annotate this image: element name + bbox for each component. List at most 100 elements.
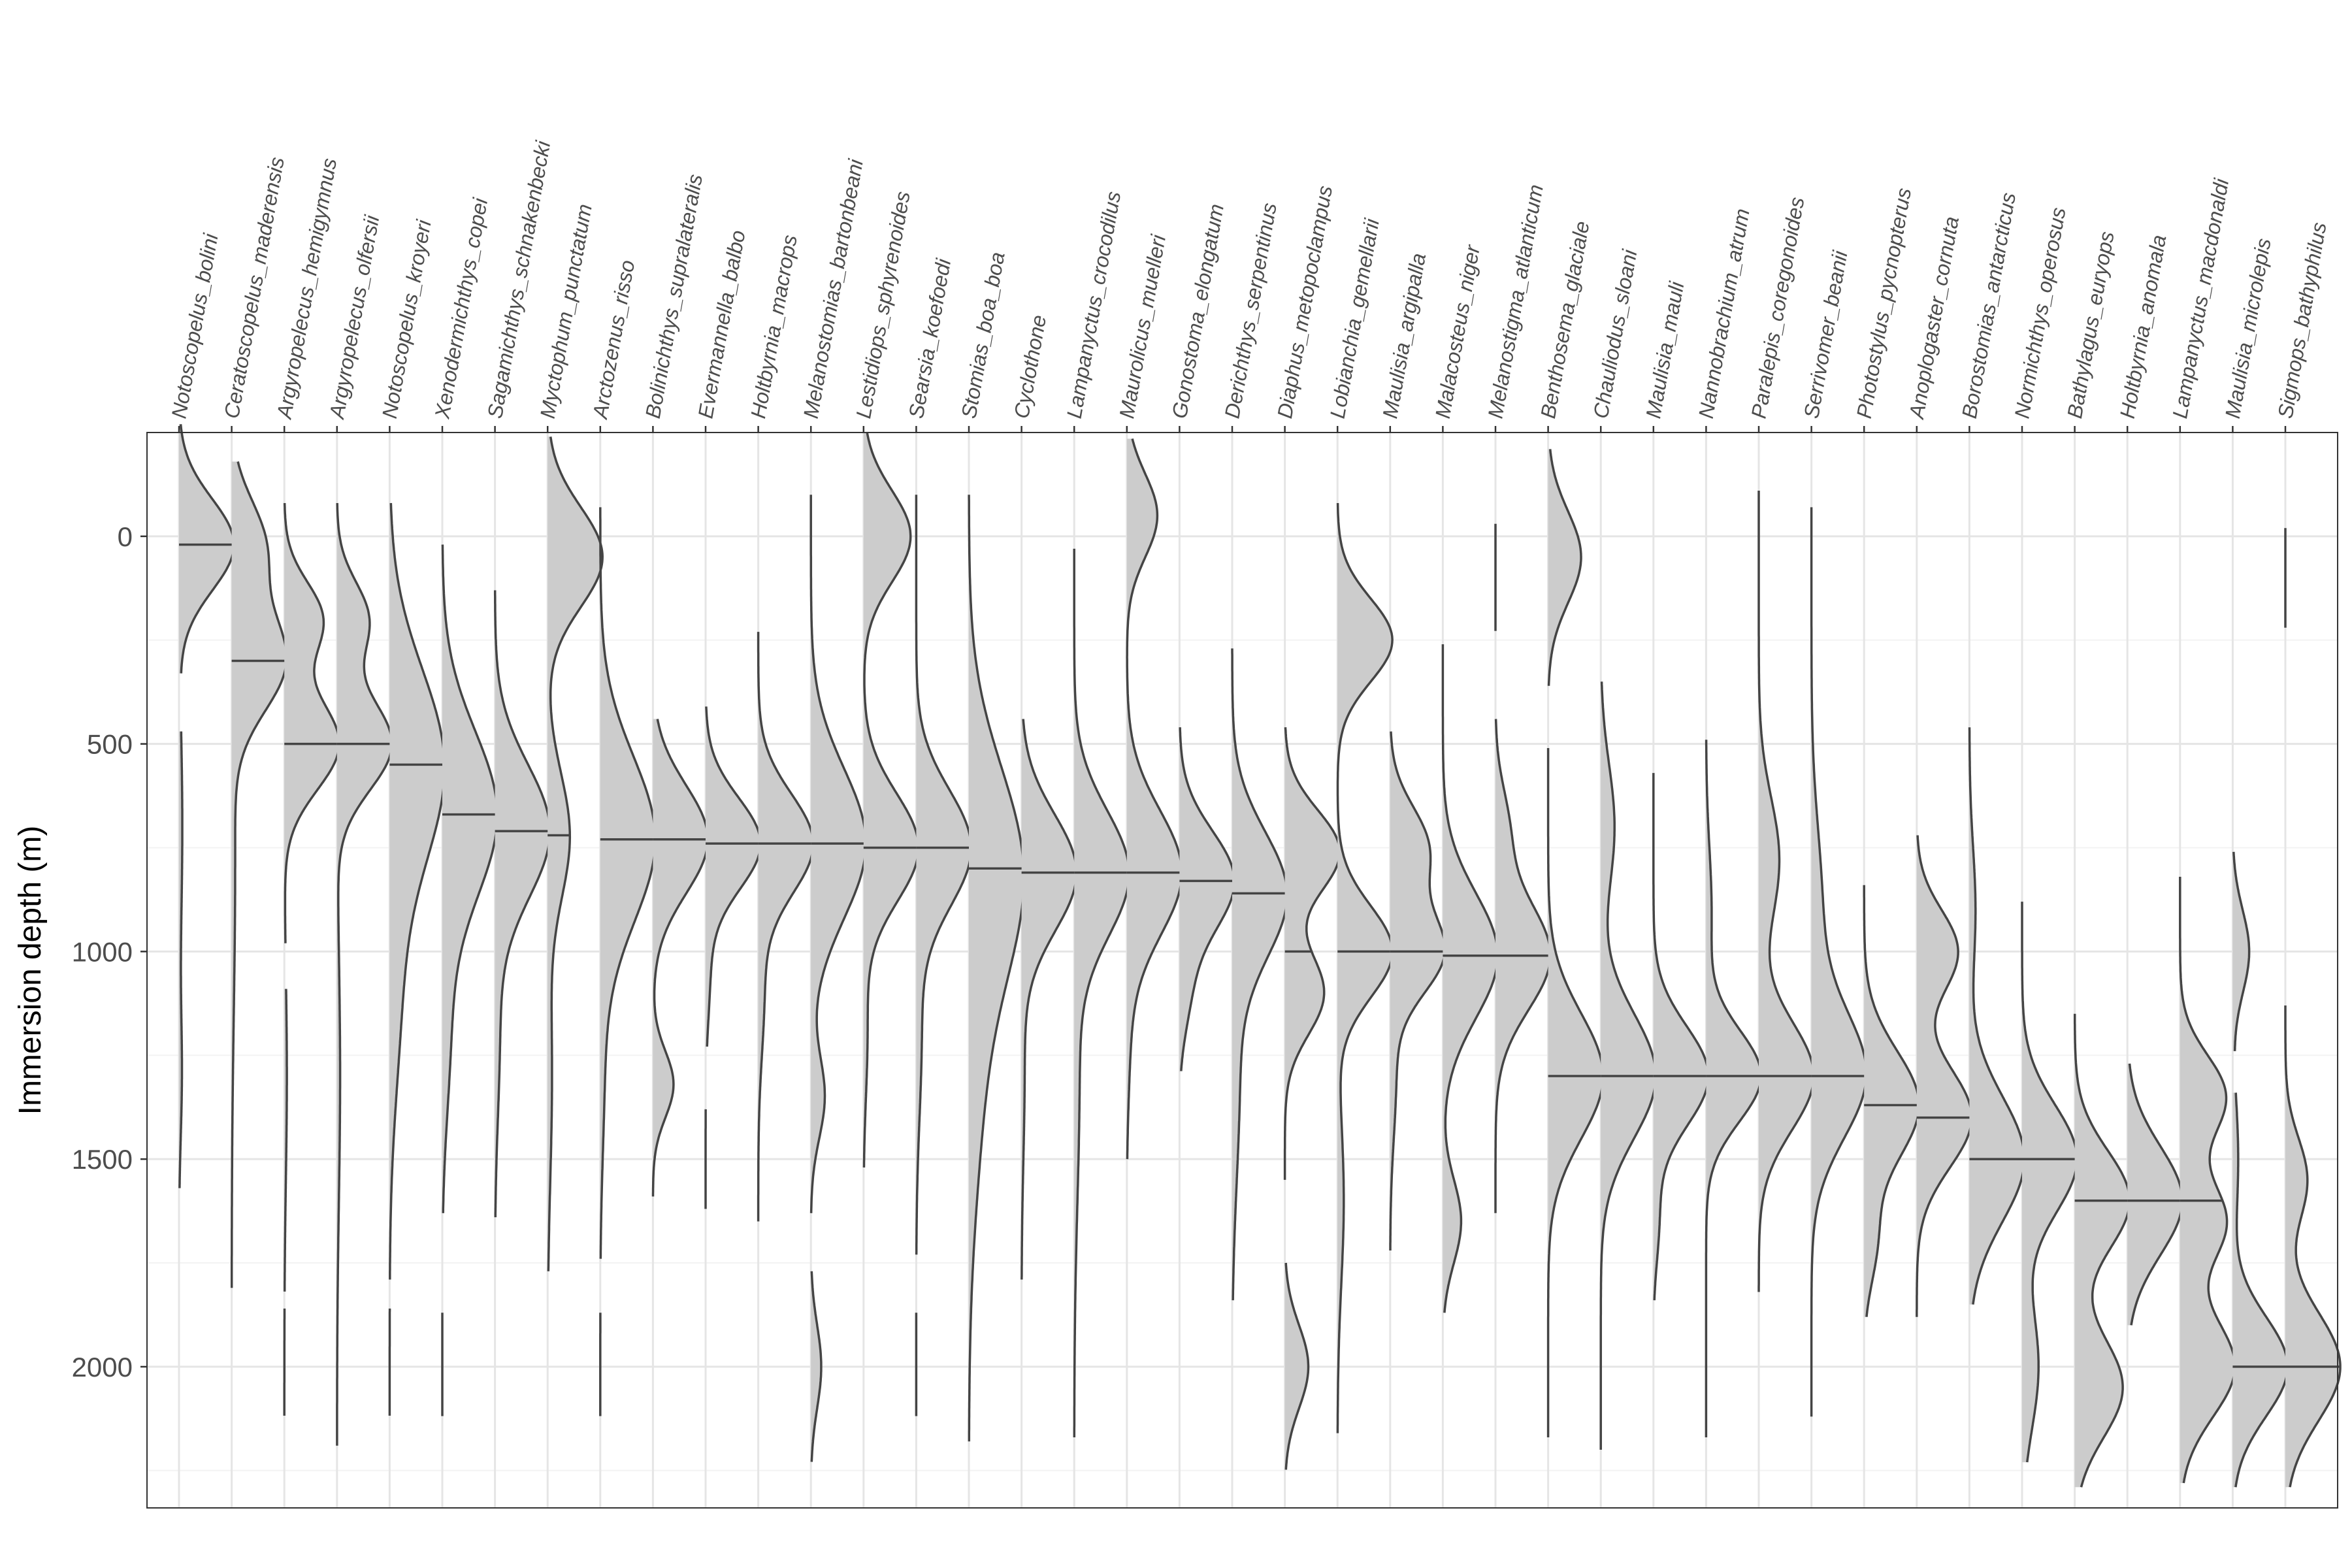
density-outline xyxy=(2179,877,2236,1484)
density-layer xyxy=(178,424,2342,1488)
density-outline xyxy=(757,632,815,1222)
density-outline xyxy=(1336,502,1394,1433)
density-fill xyxy=(1021,719,1077,1280)
density-Malacosteus_niger xyxy=(1441,644,1499,1313)
density-outline xyxy=(651,719,710,1197)
density-Argyropelecus_hemigymnus xyxy=(283,503,340,1417)
density-outline xyxy=(862,432,920,1168)
density-outline xyxy=(810,1271,823,1462)
density-Sagamichthys_schnakenbecki xyxy=(493,590,551,1218)
density-outline xyxy=(2021,902,2078,1463)
density-fill xyxy=(2180,877,2235,1483)
y-tick-label: 1500 xyxy=(72,1144,133,1175)
density-outline xyxy=(283,988,288,1292)
density-outline xyxy=(2234,1092,2289,1488)
density-Derichthys_serpentinus xyxy=(1231,648,1288,1301)
density-Notoscopelus_bolini xyxy=(178,424,235,1188)
density-outline xyxy=(178,731,184,1188)
density-Borostomias_antarcticus xyxy=(1968,727,2026,1305)
density-fill xyxy=(811,495,866,1213)
density-fill xyxy=(547,436,603,1271)
density-outline xyxy=(1283,727,1341,1180)
density-fill xyxy=(1495,719,1550,1213)
density-Normichthys_operosus xyxy=(2021,902,2078,1463)
density-outline xyxy=(441,544,498,1213)
density-Xenodermichthys_copei xyxy=(441,544,498,1416)
y-tick-label: 0 xyxy=(118,521,133,552)
density-outline xyxy=(968,495,1025,1442)
density-outline xyxy=(1389,731,1446,1250)
density-Sigmops_bathyphilus xyxy=(2284,528,2342,1488)
density-Maurolicus_muelleri xyxy=(1126,438,1183,1160)
density-fill xyxy=(1706,740,1761,1437)
density-fill xyxy=(2022,902,2077,1463)
y-tick-label: 2000 xyxy=(72,1352,133,1382)
density-Argyropelecus_olfersii xyxy=(336,502,393,1446)
density-Paralepis_coregonoides xyxy=(1757,490,1815,1292)
density-outline xyxy=(1021,719,1078,1280)
density-Myctophum_punctatum xyxy=(547,436,604,1271)
density-Holtbyrnia_macrops xyxy=(757,632,815,1222)
density-Maulisia_mauli xyxy=(1652,773,1710,1301)
density-Gonostoma_elongatum xyxy=(1179,727,1236,1072)
density-fill xyxy=(706,706,760,1047)
density-outline xyxy=(915,495,973,1255)
density-outline xyxy=(1547,449,1582,686)
density-fill xyxy=(1443,644,1498,1313)
y-tick-label: 500 xyxy=(87,729,133,760)
density-fill xyxy=(1337,503,1393,1433)
density-outline xyxy=(1179,727,1236,1071)
density-fill xyxy=(442,544,497,1213)
density-outline xyxy=(1810,507,1868,1417)
axis-layer: 0 500 1000 1500 2000 xyxy=(72,426,2287,1382)
density-Bolinichthys_supralateralis xyxy=(651,719,710,1197)
density-outline xyxy=(230,461,288,1288)
density-outline xyxy=(1968,727,2026,1305)
density-Lampanyctus_crocodilus xyxy=(1073,548,1130,1437)
density-fill xyxy=(863,433,919,1168)
density-fill xyxy=(284,503,340,943)
density-Anoplogaster_cornuta xyxy=(1916,835,1973,1317)
density-Stomias_boa_boa xyxy=(968,495,1025,1442)
density-outline xyxy=(2073,1013,2131,1488)
density-fill xyxy=(1390,731,1445,1250)
density-fill xyxy=(495,590,550,1218)
density-fill xyxy=(1811,507,1867,1417)
density-Searsia_koefoedi xyxy=(915,495,973,1416)
density-outline xyxy=(1284,1262,1310,1470)
density-Serrivomer_beanii xyxy=(1810,507,1868,1417)
density-outline xyxy=(1231,648,1288,1301)
density-fill xyxy=(811,1271,821,1463)
density-Ceratoscopelus_maderensis xyxy=(230,461,288,1288)
y-tick-label: 1000 xyxy=(72,936,133,967)
density-fill xyxy=(1601,681,1656,1450)
density-outline xyxy=(547,436,604,1271)
density-Lestidiops_sphyrenoides xyxy=(862,432,920,1168)
density-Cyclothone xyxy=(1021,719,1078,1280)
density-outline xyxy=(1916,835,1973,1317)
density-outline xyxy=(705,706,762,1047)
density-outline xyxy=(1441,644,1499,1313)
density-fill xyxy=(1653,773,1708,1301)
density-Lampanyctus_macdonaldi xyxy=(2179,877,2236,1484)
density-Arctozenus_risso xyxy=(599,507,657,1417)
density-outline xyxy=(599,507,657,1259)
panel-border xyxy=(146,432,2338,1509)
density-fill xyxy=(336,503,392,1446)
density-fill xyxy=(1284,1263,1309,1471)
density-fill xyxy=(916,495,972,1255)
density-outline xyxy=(336,502,393,1446)
density-Notoscopelus_kroyeri xyxy=(388,502,446,1417)
density-fill xyxy=(179,424,234,674)
density-fill xyxy=(1548,747,1603,1437)
density-fill xyxy=(2127,1063,2183,1326)
density-fill xyxy=(2232,1092,2288,1488)
density-Lobianchia_gemellarii xyxy=(1336,502,1394,1433)
density-outline xyxy=(1757,491,1815,1292)
density-fill xyxy=(969,495,1024,1442)
density-fill xyxy=(1548,449,1581,686)
density-outline xyxy=(1126,438,1183,1160)
y-axis-title: Immersion depth (m) xyxy=(13,826,48,1115)
density-outline xyxy=(1652,773,1710,1301)
